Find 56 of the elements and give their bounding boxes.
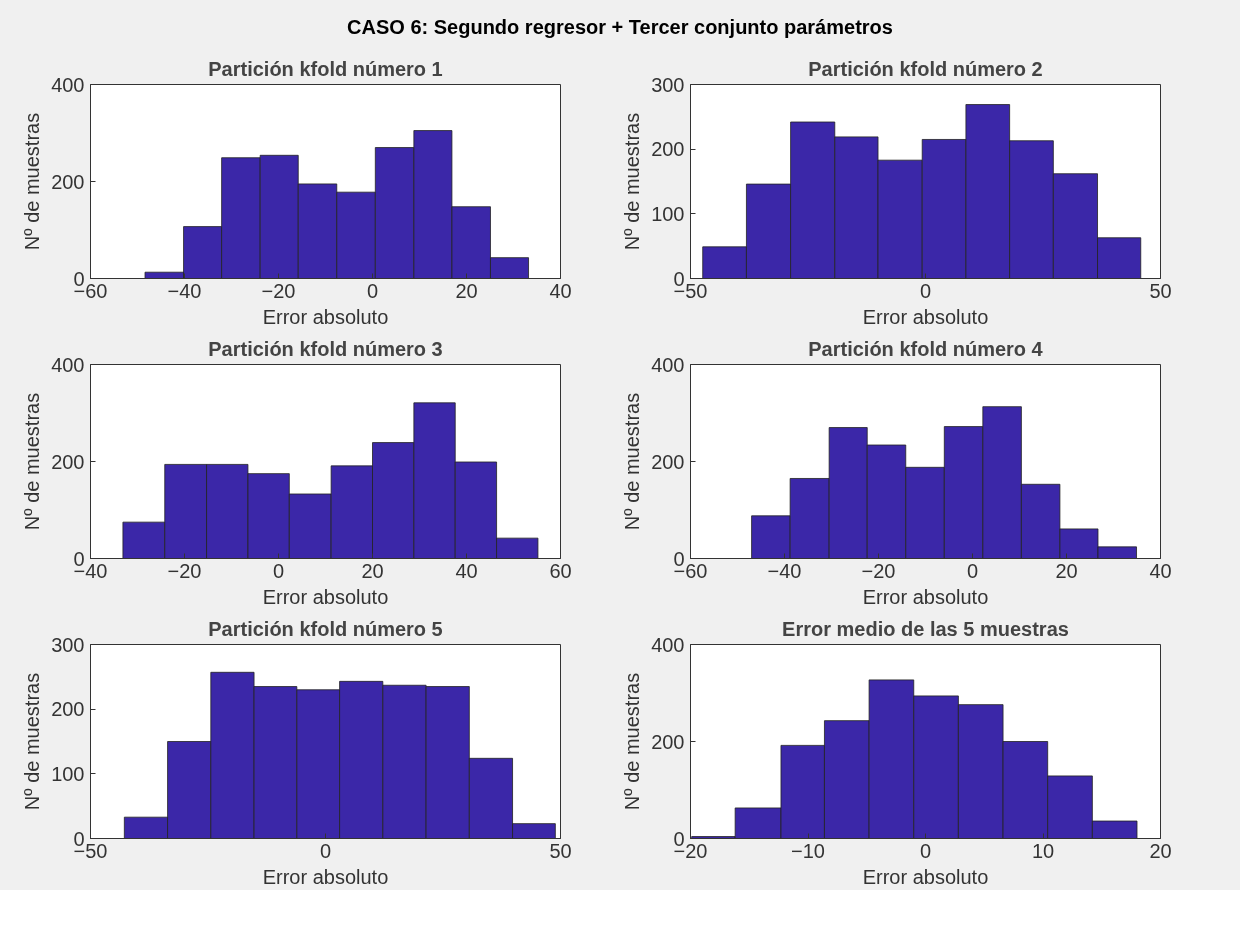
y-axis-title: Nº de muestras bbox=[21, 672, 44, 811]
x-tick-label: 40 bbox=[549, 279, 572, 302]
x-axis-title: Error absoluto bbox=[262, 865, 389, 888]
y-tick-label: 400 bbox=[651, 633, 685, 656]
chart-title: Error medio de las 5 muestras bbox=[782, 617, 1069, 640]
x-tick-label: 20 bbox=[455, 279, 478, 302]
y-tick-label: 200 bbox=[651, 138, 685, 161]
y-tick-label: 200 bbox=[51, 698, 85, 721]
y-tick-label: 200 bbox=[651, 730, 685, 753]
chart-title: Partición kfold número 4 bbox=[808, 337, 1044, 360]
x-axis-title: Error absoluto bbox=[862, 865, 989, 888]
x-tick-label: 20 bbox=[1055, 559, 1078, 582]
y-tick-label: 400 bbox=[51, 353, 85, 376]
y-tick-label: 400 bbox=[651, 353, 685, 376]
y-axis-title: Nº de muestras bbox=[621, 112, 644, 251]
y-tick-label: 300 bbox=[651, 73, 685, 96]
y-axis-title: Nº de muestras bbox=[621, 392, 644, 531]
x-tick-label: 40 bbox=[1149, 559, 1172, 582]
x-tick-label: 40 bbox=[455, 559, 478, 582]
x-tick-label: 10 bbox=[1031, 839, 1055, 862]
x-tick-label: 60 bbox=[549, 559, 572, 582]
x-tick-label: 0 bbox=[919, 839, 932, 862]
chart-title: Partición kfold número 1 bbox=[208, 57, 443, 80]
x-tick-label: −20 bbox=[861, 559, 896, 582]
x-axis-title: Error absoluto bbox=[262, 305, 389, 328]
x-tick-label: 50 bbox=[549, 839, 572, 862]
x-axis-title: Error absoluto bbox=[862, 585, 989, 608]
chart-title: Partición kfold número 2 bbox=[808, 57, 1043, 80]
x-tick-label: 0 bbox=[966, 559, 979, 582]
y-axis-title: Nº de muestras bbox=[21, 392, 44, 531]
y-tick-label: 300 bbox=[51, 633, 85, 656]
x-tick-label: 0 bbox=[319, 839, 332, 862]
x-tick-label: 20 bbox=[361, 559, 384, 582]
x-axis-title: Error absoluto bbox=[862, 305, 989, 328]
y-tick-label: 100 bbox=[651, 202, 685, 225]
y-axis-title: Nº de muestras bbox=[21, 112, 44, 251]
x-tick-label: 0 bbox=[919, 279, 932, 302]
text: CASO 6: Segundo regresor + Tercer conjunto parámetros bbox=[347, 15, 893, 40]
y-tick-label: 200 bbox=[651, 450, 685, 473]
y-axis-title: Nº de muestras bbox=[621, 672, 644, 811]
x-tick-label: 0 bbox=[366, 279, 379, 302]
x-tick-label: −20 bbox=[167, 559, 202, 582]
x-tick-label: 50 bbox=[1149, 279, 1172, 302]
chart-title: Partición kfold número 5 bbox=[208, 617, 443, 640]
x-tick-label: −20 bbox=[261, 279, 296, 302]
y-tick-label: 200 bbox=[51, 170, 85, 193]
y-tick-label: 400 bbox=[51, 73, 85, 96]
x-tick-label: −10 bbox=[791, 839, 825, 862]
x-tick-label: 0 bbox=[272, 559, 285, 582]
x-axis-title: Error absoluto bbox=[262, 585, 389, 608]
x-tick-label: −40 bbox=[167, 279, 202, 302]
y-tick-label: 200 bbox=[51, 450, 85, 473]
x-tick-label: 20 bbox=[1149, 839, 1172, 862]
chart-title: Partición kfold número 3 bbox=[208, 337, 443, 360]
y-tick-label: 100 bbox=[51, 762, 85, 785]
x-tick-label: −40 bbox=[767, 559, 802, 582]
